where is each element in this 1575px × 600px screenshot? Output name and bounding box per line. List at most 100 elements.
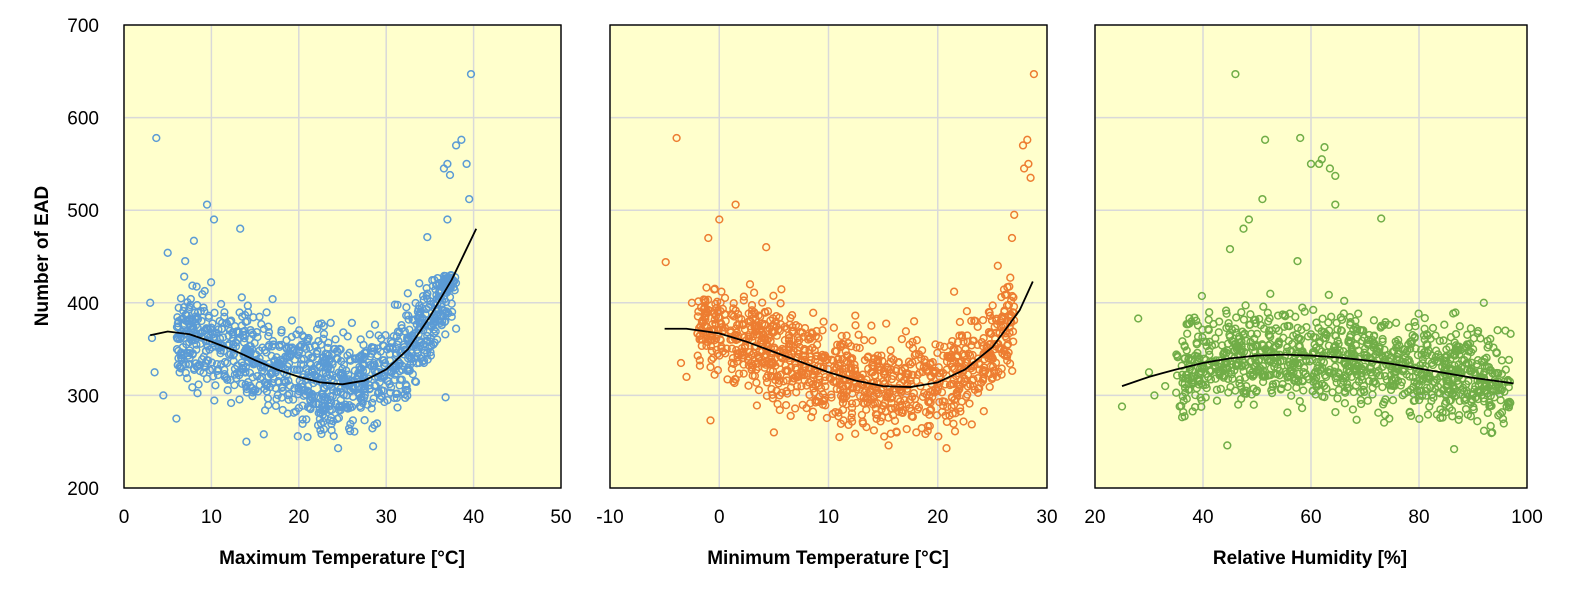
data-point <box>339 328 348 337</box>
data-point <box>851 311 860 320</box>
data-point <box>747 306 757 315</box>
data-point <box>720 293 730 303</box>
data-point <box>810 388 819 397</box>
trendline <box>664 281 1034 388</box>
data-point <box>715 215 724 224</box>
data-point <box>1297 325 1306 334</box>
data-point <box>777 285 786 294</box>
data-point <box>209 372 218 381</box>
data-point <box>831 407 840 417</box>
data-point <box>307 389 317 399</box>
data-point <box>266 370 276 379</box>
data-point <box>942 357 952 366</box>
data-point <box>1378 334 1387 344</box>
data-point <box>380 372 389 381</box>
data-point <box>1412 379 1422 388</box>
data-point <box>717 287 726 296</box>
data-point <box>1465 339 1475 348</box>
data-point <box>949 419 958 428</box>
data-point <box>422 283 431 293</box>
data-point <box>1231 69 1240 79</box>
data-point <box>1271 324 1281 333</box>
data-point <box>262 348 271 357</box>
data-point <box>949 379 958 389</box>
data-point <box>1215 371 1224 380</box>
data-point <box>451 141 461 150</box>
data-point <box>413 313 422 322</box>
data-point <box>775 326 784 336</box>
x-axis-title: Minimum Temperature [°C] <box>707 548 949 569</box>
data-point <box>1314 323 1323 333</box>
data-point <box>240 326 249 336</box>
data-point <box>395 359 405 368</box>
data-point <box>451 324 461 333</box>
data-point <box>814 397 823 407</box>
data-point <box>1414 395 1424 405</box>
data-point <box>932 411 942 420</box>
data-point <box>260 406 270 415</box>
data-point <box>847 342 856 351</box>
data-point <box>967 341 976 350</box>
data-point <box>707 336 716 345</box>
data-point <box>1342 365 1351 375</box>
data-point <box>855 343 864 353</box>
data-point <box>397 375 406 384</box>
data-point <box>218 333 228 342</box>
data-point <box>1487 401 1496 411</box>
data-point <box>811 355 820 364</box>
data-point <box>1289 331 1298 340</box>
data-point <box>1413 350 1423 360</box>
data-point <box>821 372 830 382</box>
data-point <box>1222 359 1231 368</box>
data-point <box>430 318 439 328</box>
y-axis-title: Number of EAD <box>32 186 53 326</box>
data-point <box>789 326 798 336</box>
data-point <box>182 348 192 358</box>
data-point <box>1304 375 1314 384</box>
data-point <box>942 444 951 453</box>
data-point <box>1452 345 1462 354</box>
data-point <box>860 335 869 345</box>
data-point <box>717 344 726 353</box>
data-point <box>1192 316 1201 325</box>
data-point <box>1259 302 1268 311</box>
data-point <box>189 236 199 245</box>
data-point <box>1499 419 1508 428</box>
data-point <box>1352 415 1361 424</box>
data-point <box>788 370 797 379</box>
data-point <box>418 291 428 301</box>
data-point <box>163 248 172 257</box>
data-point <box>1346 330 1355 339</box>
data-point <box>931 340 940 349</box>
data-point <box>294 384 303 393</box>
data-point <box>953 345 963 355</box>
data-point <box>1219 349 1229 358</box>
x-tick-label: 20 <box>288 507 309 528</box>
data-point <box>336 384 345 393</box>
data-point <box>1246 337 1255 347</box>
plot-frame <box>123 24 562 489</box>
data-point <box>1240 329 1249 338</box>
data-point <box>176 294 186 303</box>
data-point <box>357 392 366 402</box>
x-tick-label: 40 <box>1192 507 1213 528</box>
data-point <box>1193 321 1203 330</box>
data-point <box>1463 330 1472 339</box>
data-point <box>1363 335 1373 345</box>
data-point <box>462 159 471 169</box>
data-point <box>967 316 976 326</box>
data-point <box>925 421 934 431</box>
data-point <box>258 343 267 352</box>
data-point <box>710 285 719 294</box>
data-point <box>822 413 832 423</box>
data-point <box>277 326 286 335</box>
data-point <box>846 359 855 368</box>
data-point <box>1192 340 1202 349</box>
data-point <box>834 361 843 370</box>
data-point <box>1251 315 1260 324</box>
data-point <box>241 317 250 327</box>
data-point <box>935 341 945 350</box>
data-point <box>847 399 857 408</box>
data-point <box>1263 308 1272 317</box>
data-point <box>882 319 891 328</box>
